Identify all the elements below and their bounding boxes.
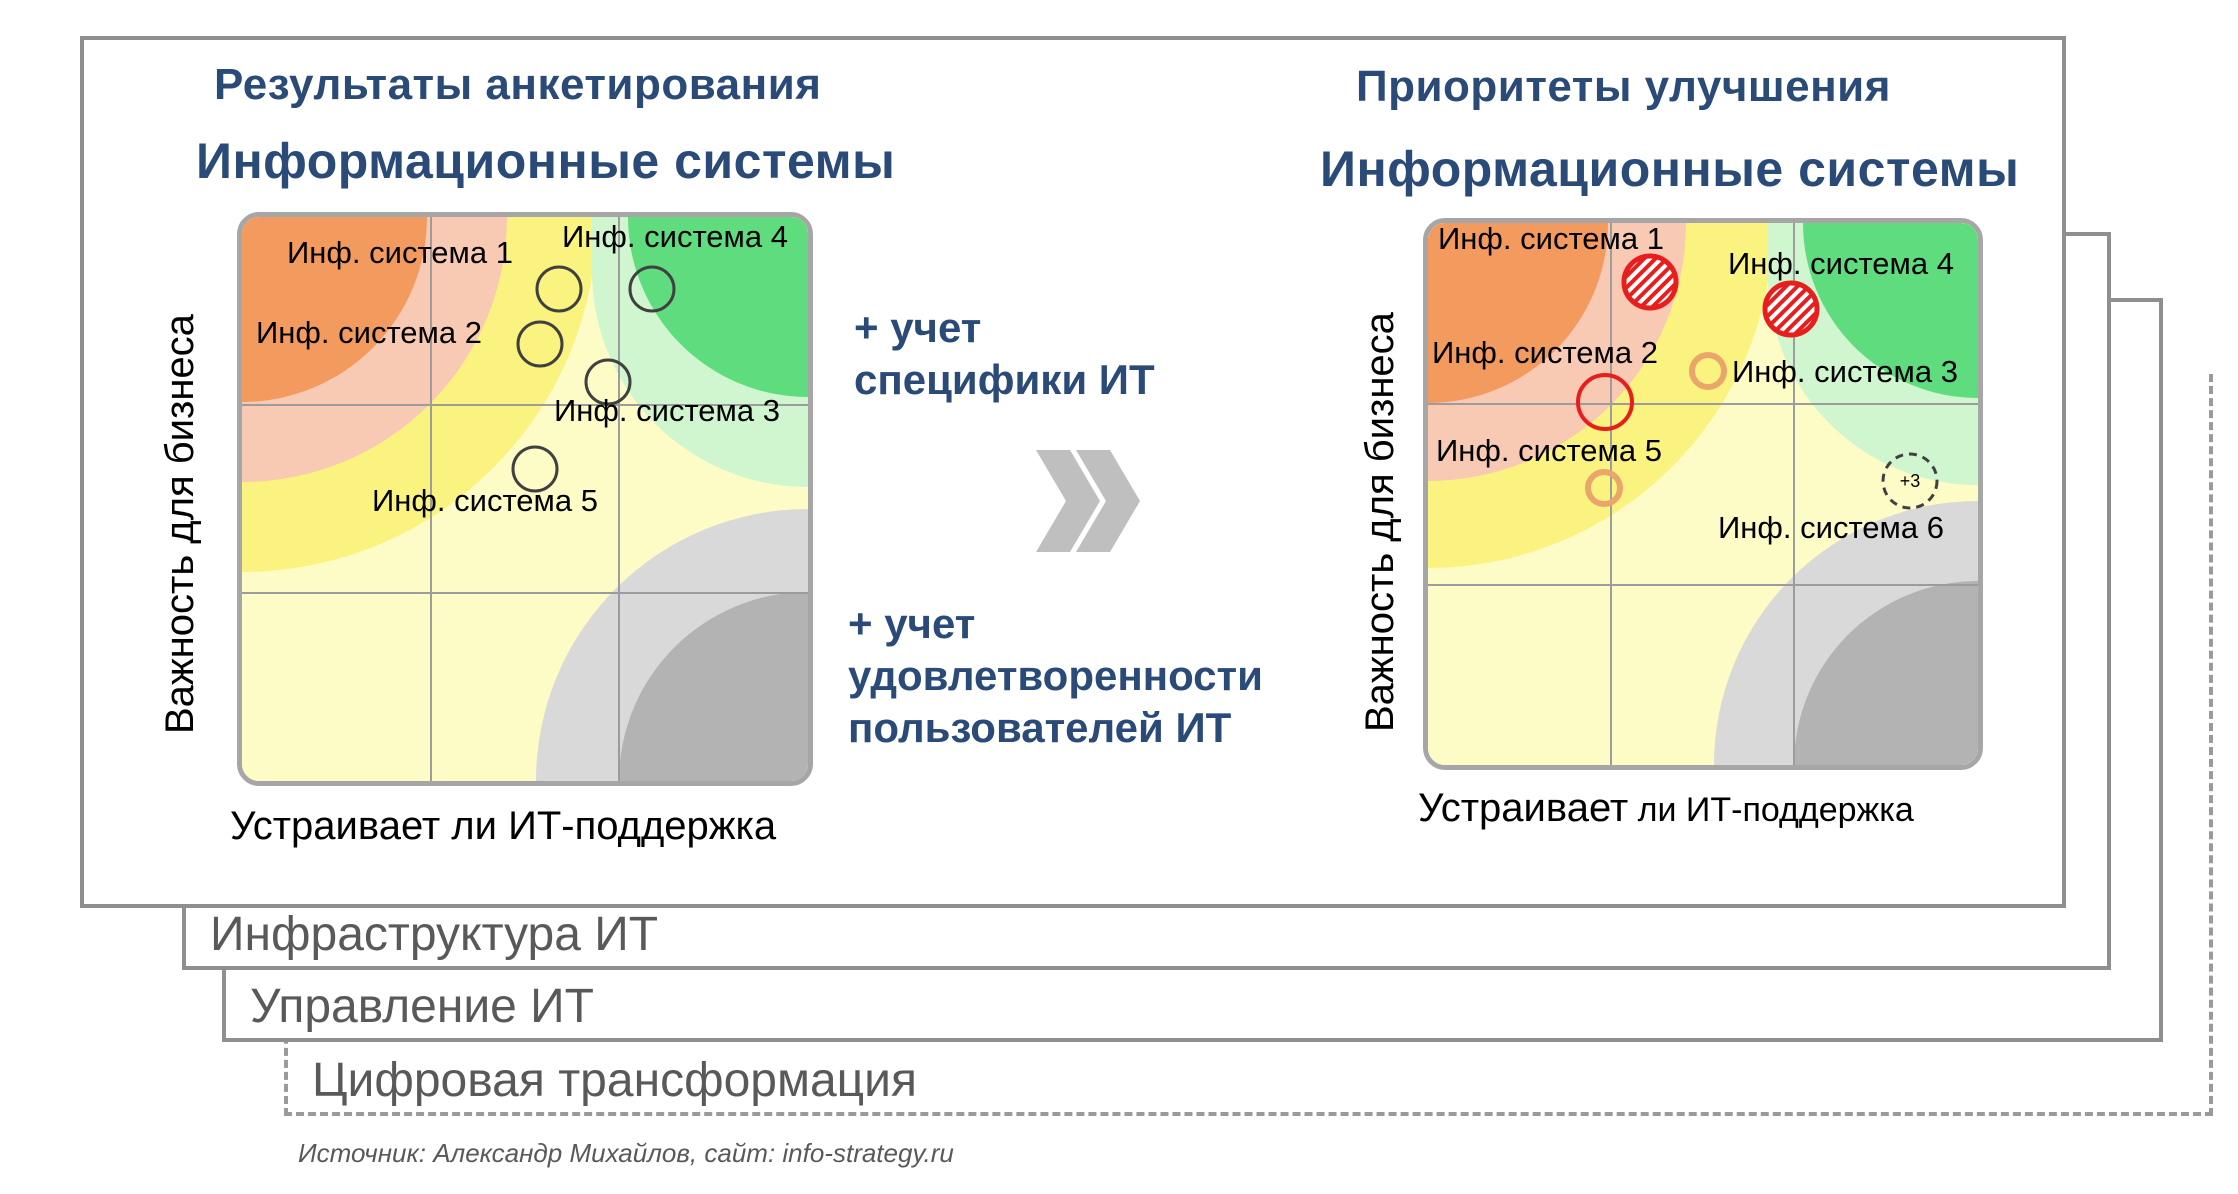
- marker-sys4: [628, 265, 676, 313]
- left-title: Информационные системы: [196, 133, 896, 189]
- card-digital-label: Цифровая трансформация: [312, 1054, 917, 1107]
- chevron-right-icon: [1036, 450, 1140, 552]
- marker-sys3: [584, 358, 632, 406]
- label-sys3: Инф. система 3: [1732, 354, 1958, 389]
- plus-user-satisfaction: + учет удовлетворенности пользователей И…: [848, 598, 1263, 754]
- right-subtitle: Приоритеты улучшения: [1356, 62, 1891, 111]
- label-more-systems: +3: [1900, 471, 1921, 491]
- label-sys6: Инф. система 6: [1718, 510, 1944, 545]
- marker-sys2: [516, 320, 564, 368]
- card-infrastructure-label: Инфраструктура ИТ: [210, 908, 659, 961]
- zone-orange: [242, 217, 427, 402]
- source-credit: Источник: Александр Михайлов, сайт: info…: [298, 1138, 954, 1168]
- right-x-axis-part1: Устраивает: [1418, 786, 1629, 830]
- right-x-axis-part2: ли ИТ-поддержка: [1628, 791, 1914, 829]
- right-title: Информационные системы: [1320, 141, 2020, 197]
- left-matrix-svg: Инф. система 1 Инф. система 2 Инф. систе…: [242, 217, 808, 781]
- matrix-grid: [242, 217, 808, 781]
- label-sys2: Инф. система 2: [1432, 335, 1658, 370]
- left-markers: [511, 265, 676, 493]
- label-sys3: Инф. система 3: [554, 393, 780, 428]
- label-sys5: Инф. система 5: [1436, 433, 1662, 468]
- label-sys1: Инф. система 1: [287, 235, 513, 270]
- right-matrix-svg: Инф. система 1 Инф. система 4 Инф. систе…: [1428, 223, 1978, 765]
- priority-marker-sys2: [1576, 373, 1634, 431]
- marker-sys5: [511, 445, 559, 493]
- label-sys1: Инф. система 1: [1438, 223, 1664, 256]
- plus-it-specifics: + учет специфики ИТ: [854, 302, 1155, 406]
- right-matrix: Инф. система 1 Инф. система 4 Инф. систе…: [1423, 218, 1983, 770]
- left-matrix: Инф. система 1 Инф. система 2 Инф. систе…: [237, 212, 813, 786]
- zone-green: [1803, 223, 1978, 398]
- right-x-axis-label: Устраивает ли ИТ-поддержка: [1418, 786, 1914, 831]
- zone-green: [628, 217, 808, 397]
- zone-dark-gray: [1794, 581, 1978, 765]
- zone-orange: [1428, 223, 1608, 403]
- plus-it-line2: специфики ИТ: [854, 356, 1155, 403]
- plus-it-line1: + учет: [854, 304, 982, 351]
- plus-users-line2: удовлетворенности: [848, 652, 1263, 699]
- priority-marker-sys5: [1585, 469, 1623, 507]
- left-subtitle: Результаты анкетирования: [214, 60, 822, 109]
- priority-marker-sys3: [1689, 352, 1727, 390]
- priority-marker-sys1: [1621, 253, 1679, 311]
- left-x-axis-label: Устраивает ли ИТ-поддержка: [230, 804, 777, 848]
- more-systems-marker: [1881, 452, 1939, 510]
- plus-users-line1: + учет: [848, 600, 976, 647]
- priority-marker-sys4: [1762, 280, 1820, 338]
- marker-sys1: [535, 265, 583, 313]
- left-y-axis-label: Важность для бизнеса: [158, 314, 202, 734]
- label-sys4: Инф. система 4: [562, 219, 788, 254]
- right-y-axis-label: Важность для бизнеса: [1358, 312, 1402, 732]
- matrix-grid: [1428, 223, 1978, 765]
- card-information-systems: Результаты анкетирования Информационные …: [80, 36, 2066, 908]
- card-management-label: Управление ИТ: [250, 980, 594, 1033]
- label-sys2: Инф. система 2: [256, 315, 482, 350]
- label-sys5: Инф. система 5: [372, 483, 598, 518]
- zone-dark-gray: [619, 592, 808, 781]
- plus-users-line3: пользователей ИТ: [848, 704, 1232, 751]
- label-sys4: Инф. система 4: [1728, 246, 1954, 281]
